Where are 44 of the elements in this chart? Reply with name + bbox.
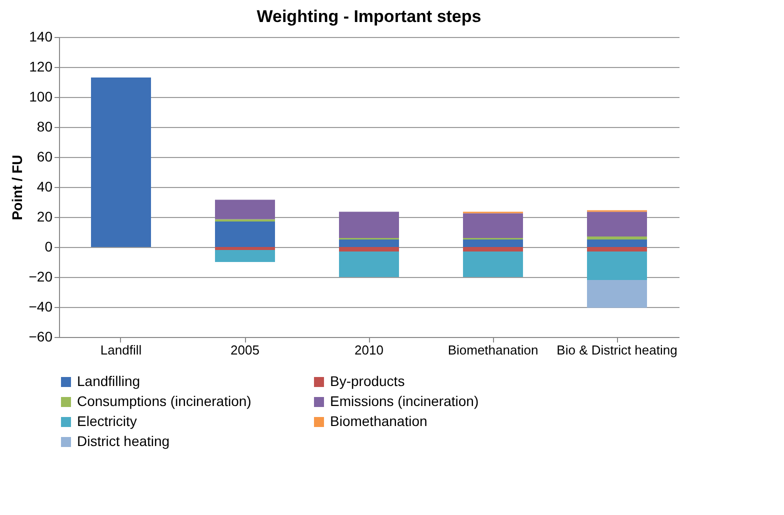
bar	[215, 247, 275, 250]
x-tick-label: Bio & District heating	[556, 342, 678, 358]
bar	[587, 252, 647, 280]
bar	[587, 236, 647, 240]
bar	[587, 280, 647, 308]
legend-label: Biomethanation	[330, 413, 428, 429]
bar	[339, 252, 399, 277]
legend-label: District heating	[77, 433, 170, 449]
y-tick-label: 20	[36, 208, 53, 224]
y-axis-title: Point / FU	[8, 154, 25, 220]
y-tick-label: 0	[44, 238, 53, 254]
x-tick-label: 2010	[354, 342, 384, 358]
bar	[339, 212, 399, 238]
x-tick-label: Biomethanation	[448, 342, 538, 358]
y-tick-label: 60	[36, 148, 53, 164]
bar	[91, 78, 151, 247]
y-tick-label: −40	[28, 298, 53, 314]
bar	[215, 250, 275, 262]
bar	[215, 200, 275, 220]
y-tick-label: −20	[28, 268, 53, 284]
bar	[339, 240, 399, 247]
y-tick-label: 120	[29, 58, 53, 74]
bar	[463, 240, 523, 247]
legend-label: By-products	[330, 373, 405, 389]
legend-label: Consumptions (incineration)	[77, 393, 252, 409]
y-tick-label: 100	[29, 88, 53, 104]
legend-label: Landfilling	[77, 373, 140, 389]
x-tick-label: 2005	[230, 342, 260, 358]
bar	[463, 213, 523, 238]
y-tick-label: 80	[36, 118, 53, 134]
legend-label: Electricity	[77, 413, 137, 429]
bar	[339, 247, 399, 252]
chart-title: Weighting - Important steps	[256, 7, 482, 26]
bar	[587, 212, 647, 236]
bar	[587, 247, 647, 252]
bar	[463, 247, 523, 252]
bar	[215, 222, 275, 247]
bar	[463, 252, 523, 277]
y-tick-label: 40	[36, 178, 53, 194]
x-tick-label: Landfill	[100, 342, 142, 358]
y-tick-label: −60	[28, 328, 53, 344]
bar	[587, 240, 647, 247]
y-tick-label: 140	[29, 28, 53, 44]
legend-label: Emissions (incineration)	[330, 393, 479, 409]
